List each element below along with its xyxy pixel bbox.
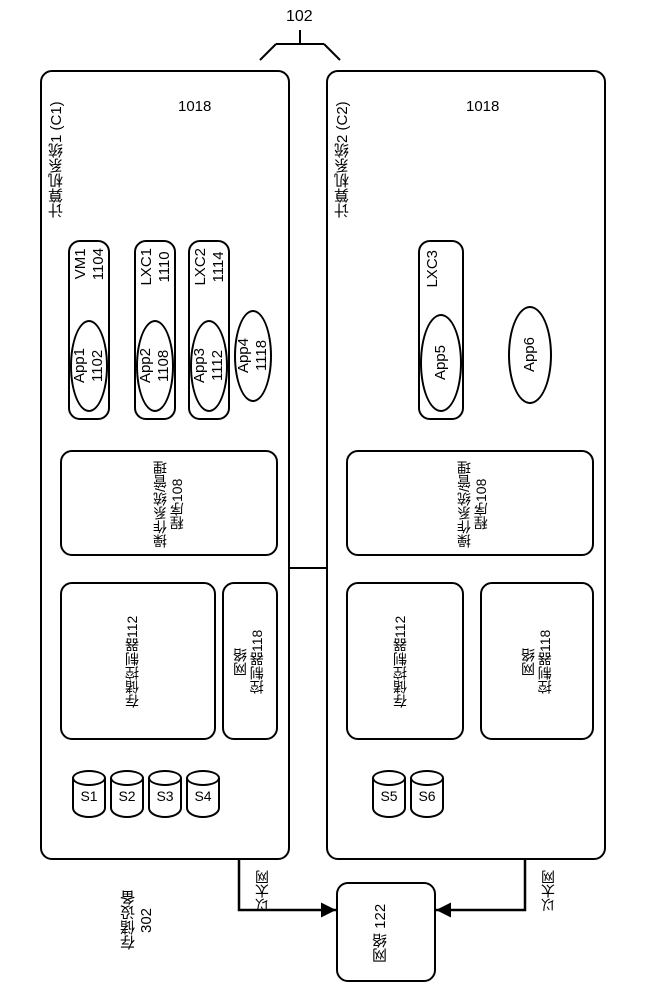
disk-s3: S3 (148, 770, 182, 818)
lxc3-label: LXC3 (424, 250, 442, 288)
ref-102: 102 (286, 8, 313, 26)
app1-label: App11102 (71, 348, 107, 383)
lxc1-label: LXC11110 (138, 248, 174, 286)
c2-title: 计算机系统2 (C2) (334, 80, 352, 240)
app2-ellipse: App21108 (136, 320, 174, 412)
c2-ethernet-label: 以太网 (540, 870, 557, 912)
disk-s4: S4 (186, 770, 220, 818)
app5-label: App5 (432, 345, 450, 380)
disk-s5: S5 (372, 770, 406, 818)
c1-netc-label: 网络 控制器118 (232, 592, 266, 732)
disk-s1: S1 (72, 770, 106, 818)
app6-label: App6 (521, 337, 539, 372)
c2-netc-label: 网络 控制器118 (520, 592, 554, 732)
app6-ellipse: App6 (508, 306, 552, 404)
disk-s6: S6 (410, 770, 444, 818)
app5-ellipse: App5 (420, 314, 462, 412)
c1-stor-label: 存储控制器112 (124, 592, 141, 732)
app1-ellipse: App11102 (70, 320, 108, 412)
vm1-label: VM11104 (72, 248, 108, 280)
c1-os-label: 操作系统/管理程序108 (152, 456, 186, 552)
lxc2-label: LXC21114 (192, 248, 228, 286)
app3-ellipse: App31112 (190, 320, 228, 412)
c1-ethernet-label: 以太网 (254, 870, 271, 912)
app3-label: App31112 (191, 348, 227, 383)
app4-ellipse: App41118 (234, 310, 272, 402)
network-label: 网络 122 (372, 890, 390, 976)
c1-title: 计算机系统1 (C1) (48, 80, 66, 240)
app2-label: App21108 (137, 348, 173, 383)
disk-s2: S2 (110, 770, 144, 818)
app4-label: App41118 (235, 338, 271, 373)
ref-1018-c2: 1018 (466, 98, 499, 115)
storage-dev-label: 存储设备302 (120, 870, 156, 970)
c2-os-label: 操作系统/管理程序108 (456, 456, 490, 552)
c2-stor-label: 存储控制器112 (392, 592, 409, 732)
ref-1018-c1: 1018 (178, 98, 211, 115)
